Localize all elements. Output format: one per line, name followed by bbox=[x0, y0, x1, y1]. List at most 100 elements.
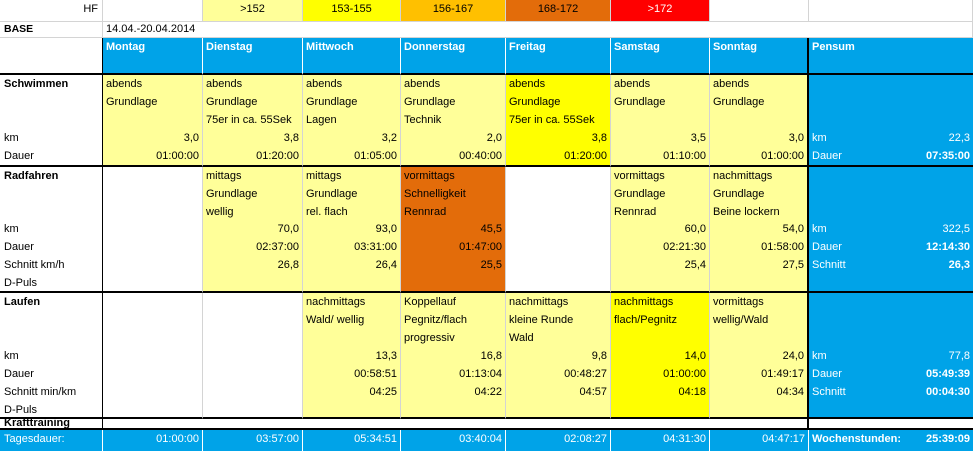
swim-day-cell-mittwoch[interactable]: abends Grundlage Lagen 3,2 01:05:00 bbox=[303, 75, 401, 167]
hf-zone-3[interactable]: 156-167 bbox=[401, 0, 506, 22]
swim-day-cell-sonntag[interactable]: abends Grundlage 3,0 01:00:00 bbox=[710, 75, 809, 167]
blank-cell[interactable] bbox=[303, 22, 973, 38]
run-note-line: nachmittags bbox=[614, 296, 674, 308]
run-schnitt-value: 04:34 bbox=[776, 386, 804, 398]
run-km-value: 13,3 bbox=[375, 350, 397, 362]
kraft-label-cell[interactable]: Krafttraining bbox=[0, 419, 103, 430]
day-header-samstag[interactable]: Samstag bbox=[611, 38, 710, 75]
daily-total-mittwoch[interactable]: 05:34:51 bbox=[303, 430, 401, 451]
run-day-cell-samstag[interactable]: nachmittags flach/Pegnitz 14,0 01:00:00 04:1… bbox=[611, 293, 710, 419]
row-label-schnitt: Schnitt km/h bbox=[4, 259, 65, 271]
row-label-dauer: Dauer bbox=[4, 150, 34, 162]
swim-day-cell-donnerstag[interactable]: abends Grundlage Technik 2,0 00:40:00 bbox=[401, 75, 506, 167]
day-header-dienstag[interactable]: Dienstag bbox=[203, 38, 303, 75]
swim-note-line: Grundlage bbox=[713, 96, 765, 108]
week-total-cell[interactable]: Wochenstunden: 25:39:09 bbox=[809, 430, 973, 451]
run-schnitt-value: 04:22 bbox=[474, 386, 502, 398]
hf-zone-4[interactable]: 168-172 bbox=[506, 0, 611, 22]
run-km-value: 16,8 bbox=[480, 350, 502, 362]
run-day-cell-sonntag[interactable]: vormittags wellig/Wald 24,0 01:49:17 04:34 bbox=[710, 293, 809, 419]
hf-zone-2[interactable]: 153-155 bbox=[303, 0, 401, 22]
swim-dauer-value: 01:10:00 bbox=[663, 150, 706, 162]
run-day-cell-freitag[interactable]: nachmittags kleine Runde Wald 9,8 00:48:27 04… bbox=[506, 293, 611, 419]
pensum-header[interactable]: Pensum bbox=[809, 38, 973, 75]
bike-day-cell-samstag[interactable]: vormittags Grundlage Rennrad 60,0 02:21:30 25… bbox=[611, 167, 710, 293]
run-km-value: 9,8 bbox=[591, 350, 607, 362]
swim-dauer-value: 00:40:00 bbox=[459, 150, 502, 162]
row-label-schnitt: Schnitt min/km bbox=[4, 386, 77, 398]
swim-note-line: abends bbox=[106, 78, 143, 90]
swim-note-line: Lagen bbox=[306, 114, 337, 126]
bike-day-cell-dienstag[interactable]: mittags Grundlage wellig 70,0 02:37:00 26,8 bbox=[203, 167, 303, 293]
row-label-dpuls: D-Puls bbox=[4, 404, 38, 416]
run-pensum-dauer-label: Dauer bbox=[812, 368, 842, 380]
run-note-line: progressiv bbox=[404, 332, 455, 344]
row-label-km: km bbox=[4, 223, 19, 235]
blank-cell[interactable] bbox=[809, 0, 973, 22]
swim-note-line: abends bbox=[509, 78, 546, 90]
week-total-label: Wochenstunden: bbox=[812, 433, 902, 445]
run-pensum-schnitt-label: Schnitt bbox=[812, 386, 846, 398]
bike-pensum-block[interactable]: km 322,5 Dauer 12:14:30 Schnitt 26,3 bbox=[809, 167, 973, 293]
bike-km-value: 45,5 bbox=[480, 223, 502, 235]
daily-total-dienstag[interactable]: 03:57:00 bbox=[203, 430, 303, 451]
run-note-line: Pegnitz/flach bbox=[404, 314, 467, 326]
daily-total-value: 02:08:27 bbox=[564, 433, 607, 445]
bike-label-block: Radfahren km Dauer Schnitt km/h D-Puls bbox=[0, 167, 103, 293]
day-header-donnerstag[interactable]: Donnerstag bbox=[401, 38, 506, 75]
bike-day-cell-mittwoch[interactable]: mittags Grundlage rel. flach 93,0 03:31:00 26… bbox=[303, 167, 401, 293]
daily-label-cell[interactable]: Tagesdauer: bbox=[0, 430, 103, 451]
hf-zone-1[interactable]: >152 bbox=[203, 0, 303, 22]
row-label-dpuls: D-Puls bbox=[4, 277, 38, 289]
daily-total-value: 01:00:00 bbox=[156, 433, 199, 445]
blank-cell[interactable] bbox=[710, 0, 809, 22]
bike-km-value: 60,0 bbox=[684, 223, 706, 235]
run-note-line: nachmittags bbox=[509, 296, 569, 308]
swim-note-line: Grundlage bbox=[404, 96, 456, 108]
run-day-cell-donnerstag[interactable]: Koppellauf Pegnitz/flach progressiv 16,8 01:… bbox=[401, 293, 506, 419]
daily-total-samstag[interactable]: 04:31:30 bbox=[611, 430, 710, 451]
hf-label-cell[interactable]: HF bbox=[0, 0, 103, 22]
swim-pensum-dauer: 07:35:00 bbox=[925, 150, 970, 162]
daily-total-freitag[interactable]: 02:08:27 bbox=[506, 430, 611, 451]
kraft-pensum-cell[interactable] bbox=[809, 419, 973, 430]
bike-schnitt-value: 25,4 bbox=[684, 259, 706, 271]
daily-total-montag[interactable]: 01:00:00 bbox=[103, 430, 203, 451]
run-pensum-block[interactable]: km 77,8 Dauer 05:49:39 Schnitt 00:04:30 bbox=[809, 293, 973, 419]
bike-day-cell-freitag[interactable] bbox=[506, 167, 611, 293]
daily-total-value: 03:57:00 bbox=[256, 433, 299, 445]
daily-total-donnerstag[interactable]: 03:40:04 bbox=[401, 430, 506, 451]
day-header-montag[interactable]: Montag bbox=[103, 38, 203, 75]
swim-label-block: Schwimmen km Dauer bbox=[0, 75, 103, 167]
run-pensum-km: 77,8 bbox=[948, 350, 970, 362]
swim-day-cell-samstag[interactable]: abends Grundlage 3,5 01:10:00 bbox=[611, 75, 710, 167]
swim-day-cell-freitag[interactable]: abends Grundlage 75er in ca. 55Sek 3,8 01:20… bbox=[506, 75, 611, 167]
run-dauer-value: 00:58:51 bbox=[354, 368, 397, 380]
swim-title: Schwimmen bbox=[4, 78, 69, 90]
day-header-sonntag[interactable]: Sonntag bbox=[710, 38, 809, 75]
daily-total-value: 05:34:51 bbox=[354, 433, 397, 445]
header-blank-cell[interactable] bbox=[0, 38, 103, 75]
bike-day-cell-montag[interactable] bbox=[103, 167, 203, 293]
swim-note-line: 75er in ca. 55Sek bbox=[509, 114, 595, 126]
swim-note-line: Grundlage bbox=[509, 96, 561, 108]
hf-zone-5[interactable]: >172 bbox=[611, 0, 710, 22]
run-day-cell-mittwoch[interactable]: nachmittags Wald/ wellig 13,3 00:58:51 04:25 bbox=[303, 293, 401, 419]
base-range-cell[interactable]: 14.04.-20.04.2014 bbox=[103, 22, 303, 38]
swim-pensum-block[interactable]: km 22,3 Dauer 07:35:00 bbox=[809, 75, 973, 167]
bike-day-cell-sonntag[interactable]: nachmittags Grundlage Beine lockern 54,0 01:… bbox=[710, 167, 809, 293]
day-header-freitag[interactable]: Freitag bbox=[506, 38, 611, 75]
day-header-mittwoch[interactable]: Mittwoch bbox=[303, 38, 401, 75]
run-dauer-value: 00:48:27 bbox=[564, 368, 607, 380]
kraft-days-cell[interactable] bbox=[103, 419, 809, 430]
hf-label: HF bbox=[83, 3, 98, 15]
swim-day-cell-dienstag[interactable]: abends Grundlage 75er in ca. 55Sek 3,8 01:20… bbox=[203, 75, 303, 167]
blank-cell[interactable] bbox=[103, 0, 203, 22]
run-day-cell-dienstag[interactable] bbox=[203, 293, 303, 419]
bike-day-cell-donnerstag[interactable]: vormittags Schnelligkeit Rennrad 45,5 01:47:… bbox=[401, 167, 506, 293]
swim-day-cell-montag[interactable]: abends Grundlage 3,0 01:00:00 bbox=[103, 75, 203, 167]
run-day-cell-montag[interactable] bbox=[103, 293, 203, 419]
daily-total-sonntag[interactable]: 04:47:17 bbox=[710, 430, 809, 451]
bike-dauer-value: 03:31:00 bbox=[354, 241, 397, 253]
base-label-cell[interactable]: BASE bbox=[0, 22, 103, 38]
